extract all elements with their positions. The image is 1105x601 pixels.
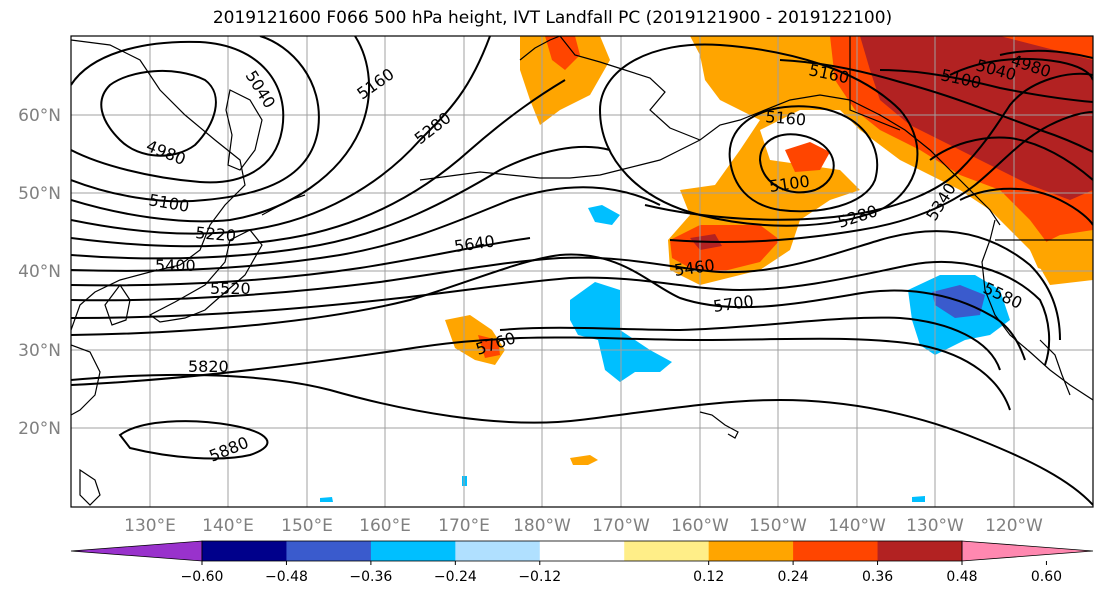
contour-5520 xyxy=(71,230,1061,341)
lon-label: 120°W xyxy=(985,516,1043,536)
colorbar-segment xyxy=(624,541,710,561)
local-shading-1 xyxy=(785,142,830,172)
alaska-shading-inner xyxy=(545,36,580,70)
colorbar-extend-high xyxy=(961,540,1094,562)
small-yellow-patch xyxy=(570,455,598,465)
contour-extra-2 xyxy=(959,187,1093,226)
colorbar-tick-label: −0.60 xyxy=(181,569,224,585)
colorbar: −0.60 −0.48 −0.36 −0.24 −0.12 0.12 0.24 0.36 0.4… xyxy=(70,540,1094,585)
aleutian-chain xyxy=(419,139,701,181)
lat-label: 30°N xyxy=(18,341,61,361)
colorbar-segment xyxy=(793,541,879,561)
contour-5820 xyxy=(71,373,1093,506)
hawaii-islands xyxy=(699,411,739,439)
colorbar-tick-label: 0.36 xyxy=(862,569,893,585)
kamchatka-coast xyxy=(225,89,263,171)
contour-5160-ne xyxy=(779,59,1093,153)
colorbar-tick-label: −0.24 xyxy=(434,569,477,585)
coastlines xyxy=(71,36,1093,506)
blue-small-1 xyxy=(588,205,620,225)
contour-5580 xyxy=(71,260,1051,366)
map-title: 2019121600 F066 500 hPa height, IVT Land… xyxy=(212,8,893,28)
colorbar-tick-label: 0.24 xyxy=(778,569,809,585)
lon-label: 130°E xyxy=(124,516,176,536)
baja-coast xyxy=(1039,339,1071,396)
colorbar-segment xyxy=(455,541,541,561)
lat-labels: 60°N 50°N 40°N 30°N 20°N xyxy=(18,106,61,439)
contour-5220 xyxy=(71,36,491,235)
colorbar-tick-label: −0.36 xyxy=(349,569,392,585)
map-frame xyxy=(70,35,1094,508)
lat-label: 40°N xyxy=(18,262,61,282)
alaska-coast xyxy=(559,36,1001,226)
east-pacific-shading xyxy=(1030,230,1093,275)
lat-label: 60°N xyxy=(18,106,61,126)
lon-label: 150°E xyxy=(281,516,333,536)
small-blue-patch-2 xyxy=(320,497,333,502)
lon-labels: 130°E 140°E 150°E 160°E 170°E 180°W 170°… xyxy=(124,516,1043,536)
lat-label: 20°N xyxy=(18,419,61,439)
contour-5460 xyxy=(71,237,531,287)
contour-5340 xyxy=(71,145,611,260)
contour-5760 xyxy=(71,336,1011,411)
contour-5100-west xyxy=(71,36,320,203)
contour-5100-east xyxy=(758,133,835,194)
contour-5160-east xyxy=(728,105,879,213)
contour-label: 5520 xyxy=(210,279,251,298)
colorbar-extend-low xyxy=(70,540,203,562)
colorbar-segment xyxy=(539,541,625,561)
contour-5340-east xyxy=(669,111,1093,243)
taiwan-coast xyxy=(79,468,101,506)
lon-label: 170°E xyxy=(438,516,490,536)
canada-border xyxy=(849,36,901,131)
colorbar-segment xyxy=(370,541,456,561)
contour-5040-west xyxy=(71,40,285,184)
contour-label: 5160 xyxy=(765,107,807,129)
japan-coast xyxy=(148,229,263,323)
colorbar-segment xyxy=(202,541,287,561)
small-blue-patch-3 xyxy=(912,496,925,502)
contour-5640 xyxy=(71,253,1026,361)
contour-5280 xyxy=(71,79,566,248)
contour-label: 5400 xyxy=(155,256,196,275)
lon-label: 170°W xyxy=(592,516,650,536)
colorbar-tick-label: 0.60 xyxy=(1031,569,1062,585)
contour-4980-ne xyxy=(999,49,1093,59)
lat-label: 50°N xyxy=(18,184,61,204)
contour-5400 xyxy=(71,186,661,272)
lon-label: 160°W xyxy=(671,516,729,536)
colorbar-segment xyxy=(708,541,794,561)
contour-extra-1 xyxy=(929,136,1093,181)
low-center-shading xyxy=(670,225,780,272)
contour-5880 xyxy=(118,420,269,460)
lon-label: 180°W xyxy=(513,516,571,536)
asia-coast xyxy=(71,39,246,331)
na-west-coast xyxy=(981,219,1093,401)
colorbar-tick-label: −0.48 xyxy=(265,569,308,585)
gulf-shading-dark xyxy=(860,36,1093,200)
colorbar-segment xyxy=(877,541,963,561)
lon-label: 130°W xyxy=(906,516,964,536)
colorbar-tick-label: 0.12 xyxy=(693,569,724,585)
contour-5100-ne xyxy=(879,69,1093,103)
contour-5040-ne xyxy=(949,57,1093,81)
colorbar-outline xyxy=(201,540,963,562)
korea-coast xyxy=(104,283,131,326)
bering-coast xyxy=(519,36,561,61)
height-contours xyxy=(71,36,1093,506)
lon-label: 140°E xyxy=(202,516,254,536)
contour-5220-east xyxy=(598,43,919,227)
colorbar-tick-label: −0.12 xyxy=(518,569,561,585)
contour-label: 5820 xyxy=(188,357,229,376)
lon-label: 140°W xyxy=(828,516,886,536)
contour-5700 xyxy=(499,316,1001,371)
colorbar-segment xyxy=(286,541,372,561)
colorbar-tick-label: 0.48 xyxy=(946,569,977,585)
contour-4980-west xyxy=(100,70,217,157)
contour-5160-west xyxy=(71,36,370,223)
lon-label: 150°W xyxy=(749,516,807,536)
contour-label: 5220 xyxy=(195,223,237,245)
lon-label: 160°E xyxy=(359,516,411,536)
